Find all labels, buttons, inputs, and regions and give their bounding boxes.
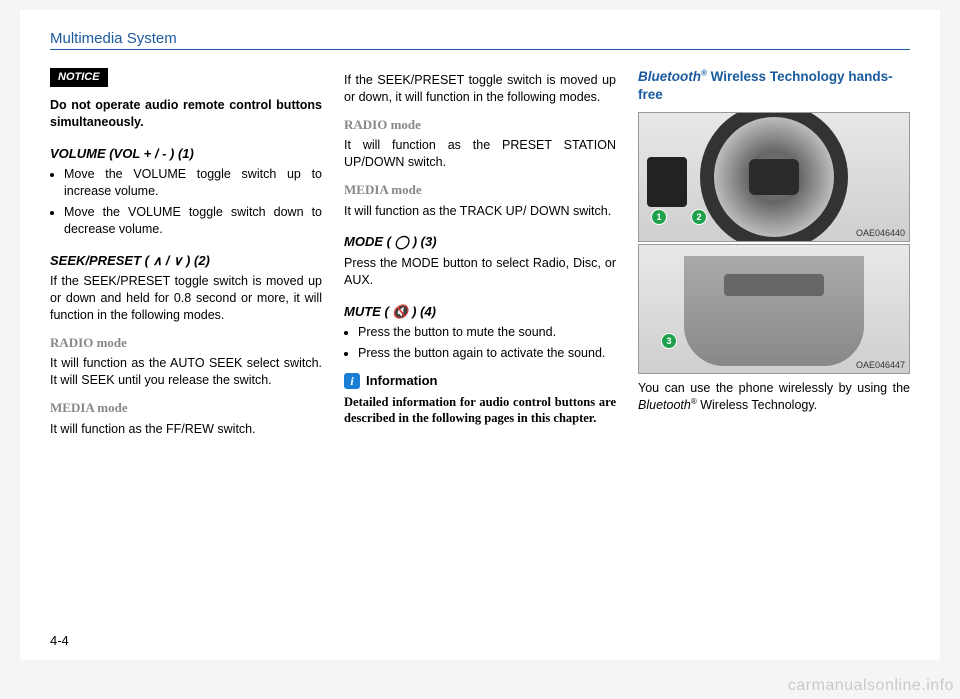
volume-heading: VOLUME (VOL + / - ) (1) bbox=[50, 145, 322, 163]
watermark: carmanualsonline.info bbox=[788, 677, 954, 695]
info-label: Information bbox=[366, 372, 438, 390]
mute-heading: MUTE ( 🔇 ) (4) bbox=[344, 303, 616, 321]
console-graphic bbox=[684, 256, 864, 366]
column-2: If the SEEK/PRESET toggle switch is move… bbox=[344, 68, 616, 446]
mode-heading: MODE ( ◯ ) (3) bbox=[344, 233, 616, 251]
bluetooth-heading: Bluetooth® Wireless Technology hands-fre… bbox=[638, 68, 910, 104]
information-row: i Information bbox=[344, 372, 616, 390]
notice-text: Do not operate audio remote control butt… bbox=[50, 97, 322, 131]
callout-2: 2 bbox=[691, 209, 707, 225]
radio-mode-text-2: It will function as the PRESET STATION U… bbox=[344, 137, 616, 171]
seek-intro: If the SEEK/PRESET toggle switch is move… bbox=[50, 273, 322, 324]
col2-intro: If the SEEK/PRESET toggle switch is move… bbox=[344, 72, 616, 106]
radio-mode-text-1: It will function as the AUTO SEEK select… bbox=[50, 355, 322, 389]
wheel-hub bbox=[749, 159, 799, 195]
info-icon: i bbox=[344, 373, 360, 389]
bluetooth-body: You can use the phone wirelessly by usin… bbox=[638, 380, 910, 414]
notice-badge: NOTICE bbox=[50, 68, 108, 87]
figure-2-code: OAE046447 bbox=[856, 359, 905, 371]
callout-3: 3 bbox=[661, 333, 677, 349]
page-number: 4-4 bbox=[50, 633, 69, 648]
column-1: NOTICE Do not operate audio remote contr… bbox=[50, 68, 322, 446]
mute-list: Press the button to mute the sound. Pres… bbox=[344, 324, 616, 362]
radio-mode-heading-2: RADIO mode bbox=[344, 116, 616, 134]
figure-steering-wheel: 1 2 OAE046440 bbox=[638, 112, 910, 242]
column-3: Bluetooth® Wireless Technology hands-fre… bbox=[638, 68, 910, 446]
section-header: Multimedia System bbox=[50, 30, 910, 50]
radio-mode-heading-1: RADIO mode bbox=[50, 334, 322, 352]
callout-1: 1 bbox=[651, 209, 667, 225]
figure-overhead-console: 3 OAE046447 bbox=[638, 244, 910, 374]
media-mode-heading-1: MEDIA mode bbox=[50, 399, 322, 417]
mute-bullet-2: Press the button again to activate the s… bbox=[358, 345, 616, 362]
mode-text: Press the MODE button to select Radio, D… bbox=[344, 255, 616, 289]
bt-body-pre: You can use the phone wirelessly by usin… bbox=[638, 381, 910, 395]
seek-heading: SEEK/PRESET ( ∧ / ∨ ) (2) bbox=[50, 252, 322, 270]
side-control-graphic bbox=[647, 157, 687, 207]
media-mode-text-1: It will function as the FF/REW switch. bbox=[50, 421, 322, 438]
figure-1-code: OAE046440 bbox=[856, 227, 905, 239]
steering-wheel-graphic bbox=[700, 112, 848, 242]
console-buttons-graphic bbox=[724, 274, 824, 296]
content-columns: NOTICE Do not operate audio remote contr… bbox=[50, 68, 910, 446]
volume-bullet-1: Move the VOLUME toggle switch up to incr… bbox=[64, 166, 322, 200]
bt-body-em: Bluetooth bbox=[638, 398, 691, 412]
bt-head-pre: Bluetooth bbox=[638, 69, 701, 84]
info-text: Detailed information for audio control b… bbox=[344, 394, 616, 428]
volume-bullet-2: Move the VOLUME toggle switch down to de… bbox=[64, 204, 322, 238]
media-mode-text-2: It will function as the TRACK UP/ DOWN s… bbox=[344, 203, 616, 220]
volume-list: Move the VOLUME toggle switch up to incr… bbox=[50, 166, 322, 238]
mute-bullet-1: Press the button to mute the sound. bbox=[358, 324, 616, 341]
bt-body-post: Wireless Technology. bbox=[697, 398, 817, 412]
manual-page: Multimedia System NOTICE Do not operate … bbox=[20, 10, 940, 660]
media-mode-heading-2: MEDIA mode bbox=[344, 181, 616, 199]
